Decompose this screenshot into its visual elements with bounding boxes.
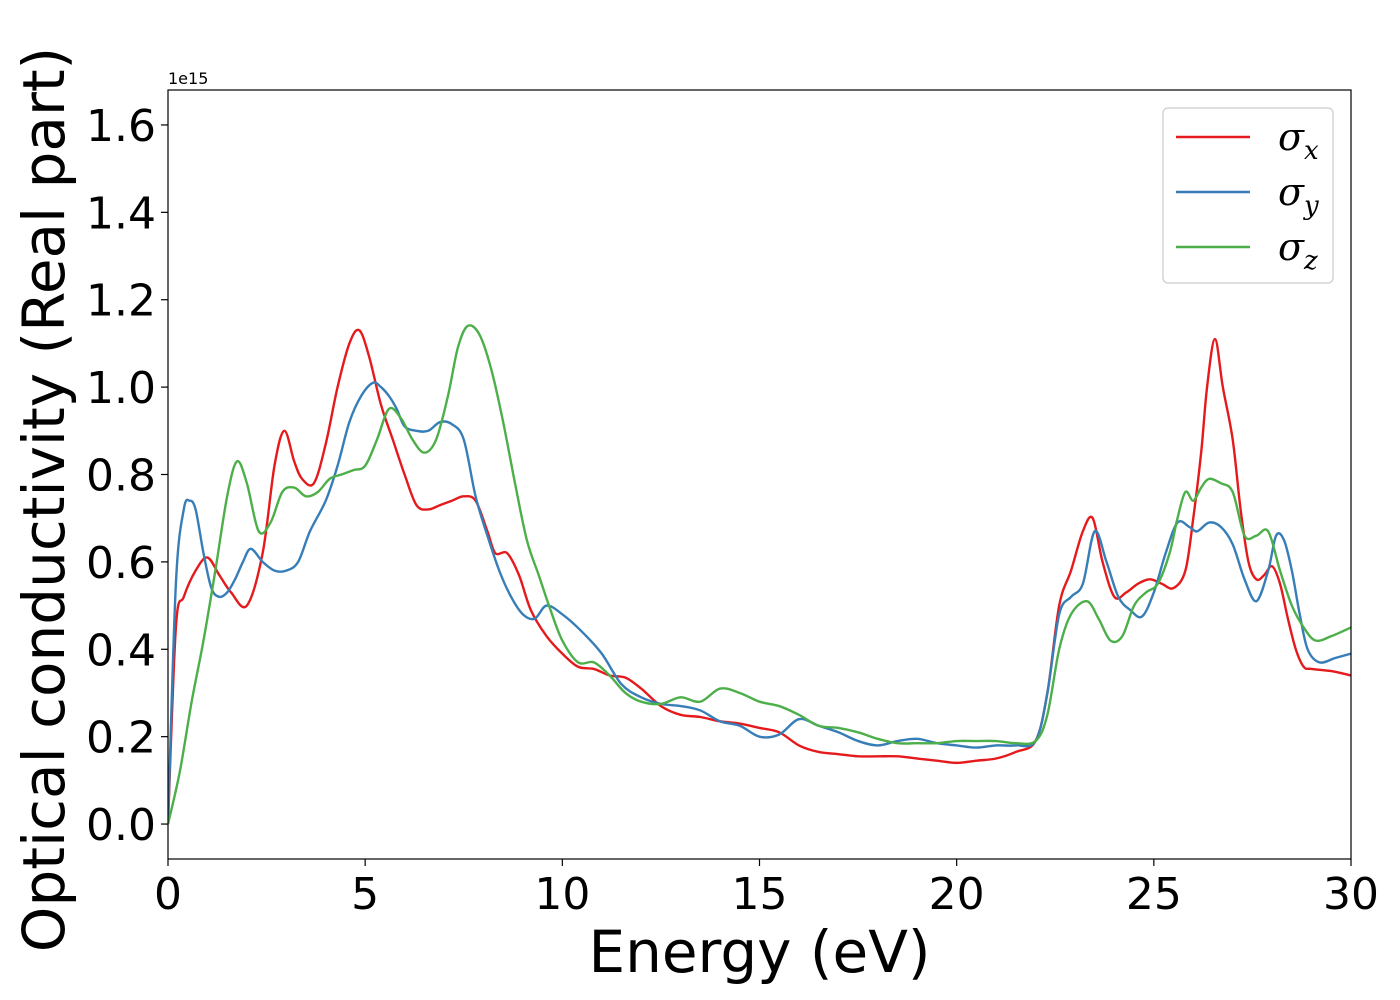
x-tick-label: 25	[1126, 869, 1182, 920]
legend-label-z: σz	[1278, 225, 1318, 276]
x-tick-label: 15	[732, 869, 788, 920]
legend-box	[1162, 107, 1334, 284]
series-line-z	[168, 324, 1351, 825]
plot-frame	[167, 89, 1352, 860]
x-tick-label: 30	[1323, 869, 1379, 920]
legend-label-y: σy	[1278, 170, 1319, 221]
x-tick-label: 5	[351, 869, 379, 920]
y-tick-label: 0.6	[86, 538, 156, 589]
y-tick-label: 1.2	[86, 276, 156, 327]
y-tick-label: 1.4	[86, 188, 156, 239]
y-tick-label: 0.2	[86, 713, 156, 764]
series-layer	[168, 324, 1351, 825]
x-tick-label: 0	[154, 869, 182, 920]
series-line-y	[168, 381, 1351, 825]
y-tick-label: 0.4	[86, 625, 156, 676]
y-tick-label: 0.0	[86, 800, 156, 851]
y-tick-label: 1.0	[86, 363, 156, 414]
series-line-x	[168, 328, 1351, 825]
y-offset-label: 1e15	[168, 69, 208, 88]
y-tick-label: 1.6	[86, 101, 156, 152]
y-axis-title: Optical conductivity (Real part)	[10, 47, 78, 952]
legend-label-x: σx	[1278, 115, 1319, 166]
x-tick-label: 20	[929, 869, 985, 920]
x-axis-title: Energy (eV)	[588, 918, 930, 986]
axis-layer: 0 5 10 15 20 25 30 0.0 0.2 0.4 0.6 0.8 1.0 1.2 1.4 1.6	[86, 101, 1379, 920]
y-tick-label: 0.8	[86, 451, 156, 502]
x-tick-label: 10	[534, 869, 590, 920]
